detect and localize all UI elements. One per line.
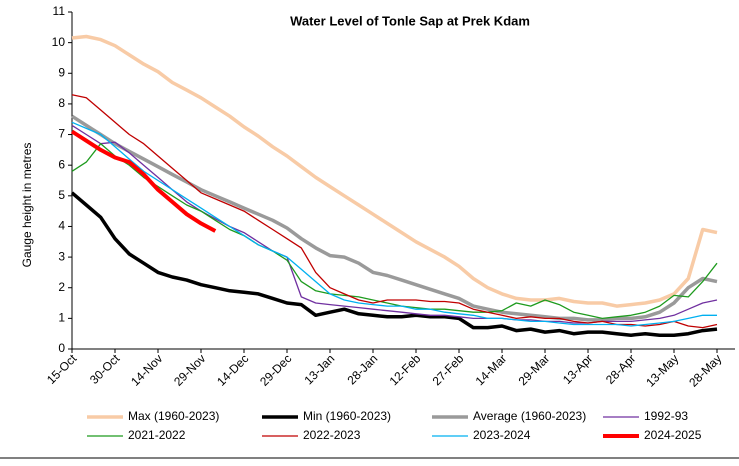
- legend-label: Max (1960-2023): [128, 409, 219, 423]
- x-tick-label: 28-Apr: [603, 351, 638, 386]
- series-line: [71, 94, 718, 329]
- x-tick-label: 14-Mar: [473, 351, 510, 388]
- series-line: [70, 191, 718, 337]
- legend-label: 2021-2022: [128, 428, 186, 442]
- y-tick-label: 9: [58, 65, 65, 79]
- x-tick-label: 13-May: [643, 351, 681, 389]
- legend-label: 2024-2025: [644, 428, 702, 442]
- x-tick-label: 12-Feb: [387, 351, 424, 388]
- x-tick-label: 28-Jan: [345, 351, 381, 387]
- x-tick-label: 30-Oct: [87, 351, 123, 387]
- series-line: [71, 114, 718, 322]
- y-axis-label: Gauge height in metres: [20, 143, 34, 268]
- x-tick-label: 29-Nov: [171, 351, 208, 388]
- x-tick-label: 15-Oct: [44, 351, 80, 387]
- y-tick-label: 6: [58, 157, 65, 171]
- y-tick-label: 2: [58, 280, 65, 294]
- series-line: [70, 129, 217, 233]
- series-line: [71, 124, 718, 324]
- series-line: [71, 143, 718, 320]
- y-tick-label: 1: [58, 311, 65, 325]
- x-tick-label: 14-Nov: [128, 351, 165, 388]
- series-line: [71, 34, 718, 308]
- legend-label: 2022-2023: [303, 428, 361, 442]
- x-tick-label: 27-Feb: [430, 351, 467, 388]
- series-line: [71, 121, 717, 327]
- x-tick-label: 29-Mar: [516, 351, 553, 388]
- x-tick-label: 13-Jan: [302, 351, 338, 387]
- y-tick-label: 10: [52, 35, 66, 49]
- y-tick-label: 7: [58, 127, 65, 141]
- x-tick-label: 14-Dec: [214, 351, 251, 388]
- x-tick-label: 13-Apr: [560, 351, 595, 386]
- y-tick-label: 11: [53, 4, 66, 18]
- y-tick-label: 3: [58, 249, 65, 263]
- chart-title: Water Level of Tonle Sap at Prek Kdam: [290, 13, 530, 28]
- x-tick-label: 28-May: [686, 351, 724, 389]
- y-tick-label: 5: [58, 188, 65, 202]
- y-tick-label: 8: [58, 96, 65, 110]
- legend-label: Average (1960-2023): [473, 409, 586, 423]
- legend-label: Min (1960-2023): [303, 409, 391, 423]
- y-tick-label: 4: [58, 219, 65, 233]
- y-tick-label: 0: [58, 341, 65, 355]
- x-tick-label: 29-Dec: [257, 351, 294, 388]
- legend-label: 1992-93: [644, 409, 688, 423]
- legend-label: 2023-2024: [473, 428, 531, 442]
